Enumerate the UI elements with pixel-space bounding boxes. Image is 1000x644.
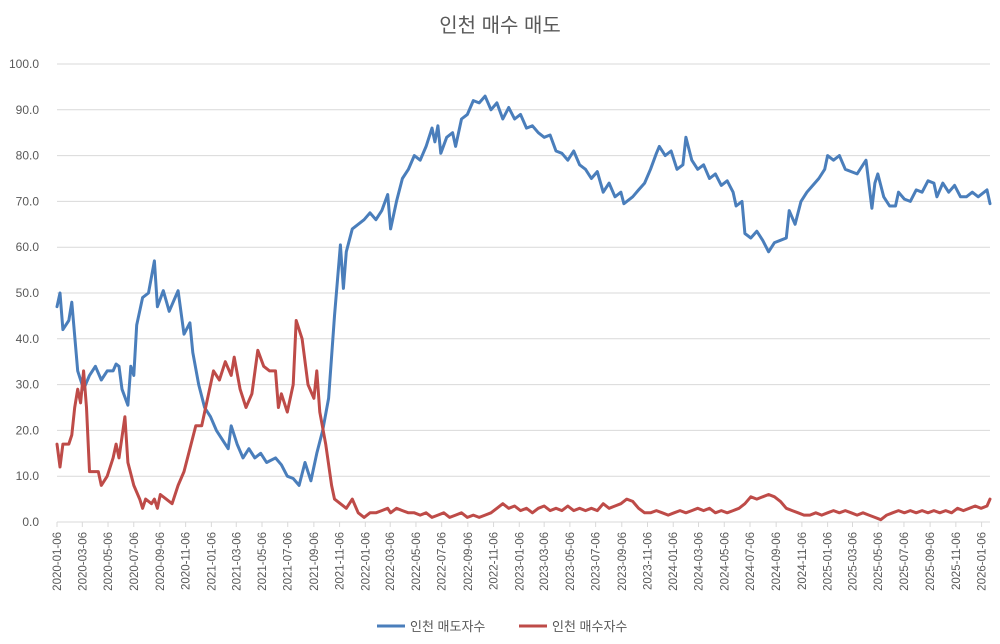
x-tick-label: 2025-01-06 (823, 532, 835, 591)
y-tick-label: 80.0 (16, 149, 40, 163)
x-tick-label: 2024-05-06 (719, 532, 731, 591)
x-tick-label: 2021-03-06 (231, 532, 243, 591)
x-tick-label: 2021-01-06 (206, 532, 218, 591)
x-tick-label: 2022-05-06 (411, 532, 423, 591)
x-tick-label: 2020-01-06 (52, 532, 64, 591)
legend: 인천 매도자수 인천 매수자수 (377, 619, 627, 634)
y-tick-label: 70.0 (16, 194, 40, 208)
x-tick-label: 2026-01-06 (977, 532, 989, 591)
series-lines (55, 94, 992, 522)
x-tick-label: 2020-11-06 (181, 532, 193, 590)
x-tick-label: 2024-03-06 (694, 532, 706, 591)
x-tick-label: 2023-01-06 (514, 532, 526, 591)
x-tick-label: 2024-07-06 (745, 532, 757, 591)
x-tick-label: 2023-09-06 (617, 532, 629, 591)
x-tick-label: 2025-11-06 (951, 532, 963, 590)
y-tick-label: 20.0 (16, 423, 40, 437)
y-tick-label: 10.0 (16, 469, 40, 483)
y-tick-label: 100.0 (9, 57, 39, 71)
x-tick-label: 2023-03-06 (539, 532, 551, 591)
x-tick-label: 2024-01-06 (668, 532, 680, 591)
x-tick-label: 2022-11-06 (489, 532, 501, 590)
gridlines (57, 63, 990, 523)
x-tick-label: 2020-03-06 (77, 532, 89, 591)
x-tick-label: 2025-05-06 (873, 532, 885, 591)
x-tick-label: 2023-11-06 (643, 532, 655, 590)
x-tick-label: 2024-09-06 (771, 532, 783, 591)
x-tick-label: 2022-07-06 (437, 532, 449, 591)
x-tick-label: 2023-05-06 (565, 532, 577, 591)
x-tick-label: 2022-01-06 (360, 532, 372, 591)
x-tick-label: 2021-05-06 (257, 532, 269, 591)
x-tick-label: 2024-11-06 (797, 532, 809, 590)
legend-label: 인천 매수자수 (552, 619, 627, 634)
series-line-2 (55, 319, 992, 522)
y-tick-label: 60.0 (16, 240, 40, 254)
x-tick-label: 2020-07-06 (129, 532, 141, 591)
x-tick-label: 2020-05-06 (103, 532, 115, 591)
x-tick-label: 2021-07-06 (283, 532, 295, 591)
y-axis-ticks: 0.0 10.0 20.0 30.0 40.0 50.0 60.0 70.0 80.0 90.0 1… (9, 57, 39, 529)
x-tick-label: 2021-11-06 (335, 532, 347, 590)
series-line-1 (55, 94, 992, 487)
x-tick-label: 2022-03-06 (385, 532, 397, 591)
x-tick-label: 2020-09-06 (155, 532, 167, 591)
y-tick-label: 50.0 (16, 286, 40, 300)
x-tick-label: 2022-09-06 (463, 532, 475, 591)
x-tick-label: 2021-09-06 (309, 532, 321, 591)
y-tick-label: 40.0 (16, 332, 40, 346)
y-tick-label: 0.0 (22, 515, 39, 529)
x-tick-label: 2025-07-06 (899, 532, 911, 591)
x-axis-ticks: 2020-01-06 2020-03-06 2020-05-06 2020-07-06… (52, 522, 989, 591)
x-tick-label: 2025-09-06 (925, 532, 937, 591)
chart-title: 인천 매수 매도 (439, 14, 561, 37)
y-tick-label: 30.0 (16, 378, 40, 392)
legend-label: 인천 매도자수 (410, 619, 485, 634)
x-tick-label: 2023-07-06 (591, 532, 603, 591)
x-tick-label: 2025-03-06 (847, 532, 859, 591)
y-tick-label: 90.0 (16, 103, 40, 117)
